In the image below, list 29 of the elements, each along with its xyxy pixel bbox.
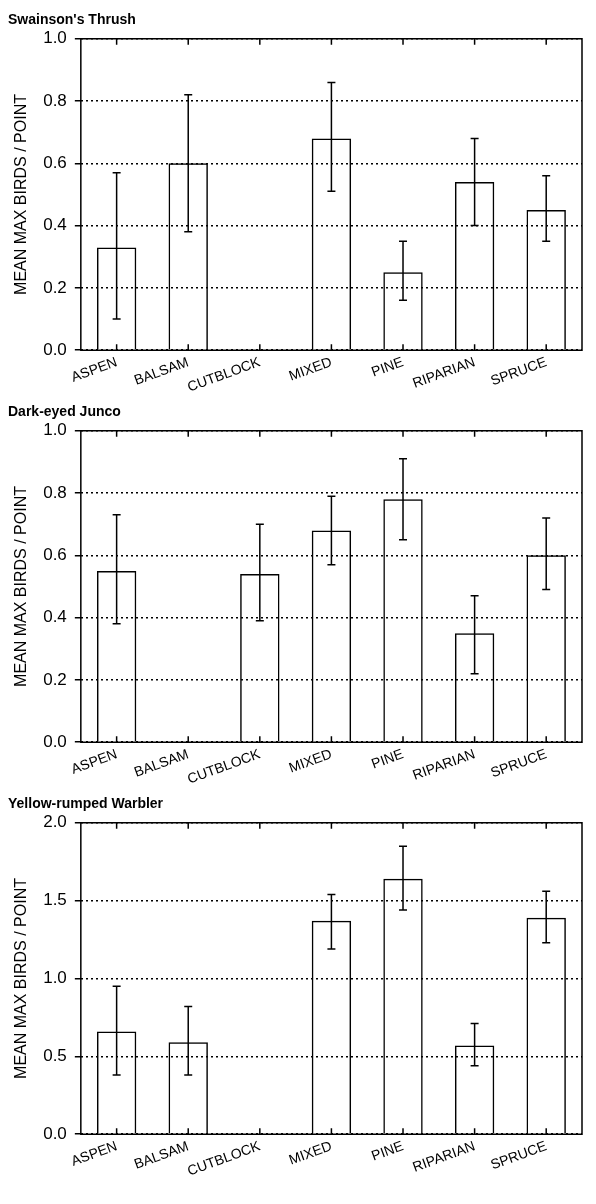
x-tick-label: PINE [369,745,406,772]
x-tick-label: MIXED [286,1137,334,1168]
chart-title: Swainson's Thrush [8,11,136,28]
y-tick-label: 0.6 [43,153,67,173]
y-tick-label: 0.4 [43,607,67,627]
y-axis-title: MEAN MAX BIRDS / POINT [12,485,30,687]
y-tick-label: 1.0 [43,420,67,440]
y-axis-title: MEAN MAX BIRDS / POINT [12,93,30,295]
x-tick-label: MIXED [286,745,334,776]
x-tick-label: MIXED [286,353,334,384]
y-tick-label: 0.0 [43,1123,67,1143]
y-tick-label: 0.4 [43,215,67,235]
chart-title: Yellow-rumped Warbler [8,795,164,812]
y-tick-label: 0.0 [43,731,67,751]
y-axis-title: MEAN MAX BIRDS / POINT [12,877,30,1079]
x-tick-label: PINE [369,1137,406,1164]
y-tick-label: 1.0 [43,28,67,48]
y-tick-label: 0.8 [43,90,67,110]
y-tick-label: 1.0 [43,968,67,988]
y-tick-label: 0.6 [43,545,67,565]
y-tick-label: 0.2 [43,277,67,297]
y-tick-label: 1.5 [43,890,67,910]
y-tick-label: 2.0 [43,812,67,832]
chart-title: Dark-eyed Junco [8,403,121,420]
y-tick-label: 0.2 [43,669,67,689]
y-tick-label: 0.5 [43,1045,67,1065]
x-tick-label: PINE [369,353,406,380]
y-tick-label: 0.0 [43,339,67,359]
y-tick-label: 0.8 [43,482,67,502]
